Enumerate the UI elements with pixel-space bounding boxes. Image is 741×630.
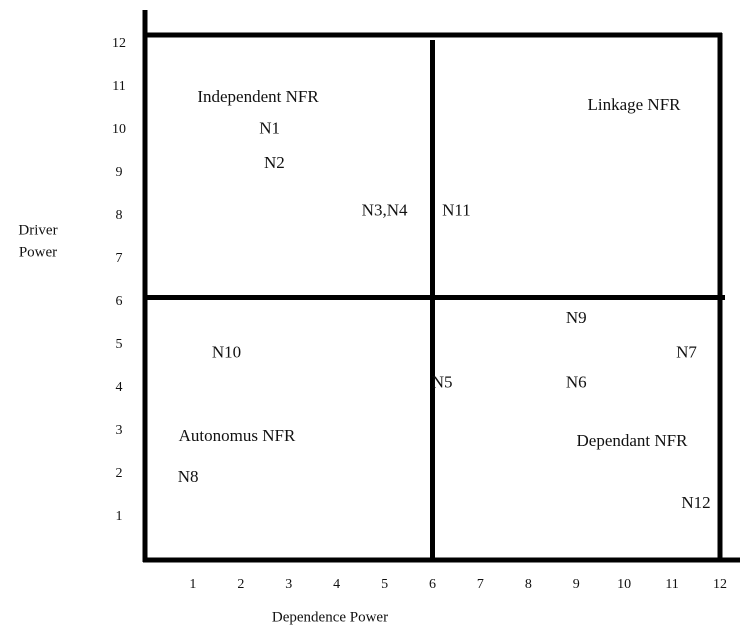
y-tick-label: 9 [116,165,123,180]
quadrant-label: Autonomus NFR [179,426,296,445]
point-label: N8 [178,467,199,486]
x-tick-label: 4 [333,577,340,592]
y-tick-label: 6 [116,294,123,309]
x-tick-label: 11 [665,577,678,592]
point-label: N9 [566,308,587,327]
point-label: N5 [432,372,453,391]
x-tick-label: 8 [525,577,532,592]
y-tick-label: 12 [112,36,126,51]
point-label: N6 [566,372,587,391]
y-tick-label: 10 [112,122,126,137]
y-tick-label: 7 [116,251,123,266]
y-axis-label: Driver [18,222,57,238]
y-tick-label: 5 [116,337,123,352]
y-tick-label: 1 [116,509,123,524]
x-tick-label: 12 [713,577,727,592]
point-label: N3,N4 [362,200,408,219]
x-tick-label: 3 [285,577,292,592]
point-label: N12 [681,493,710,512]
x-tick-label: 2 [237,577,244,592]
quadrant-label: Independent NFR [197,87,319,106]
point-label: N7 [676,342,697,361]
x-tick-label: 5 [381,577,388,592]
x-axis-label: Dependence Power [272,609,388,625]
x-tick-label: 7 [477,577,484,592]
y-tick-label: 4 [116,380,123,395]
quadrant-label: Dependant NFR [577,431,689,450]
y-tick-label: 8 [116,208,123,223]
y-tick-label: 2 [116,466,123,481]
y-tick-label: 11 [112,79,125,94]
point-label: N2 [264,153,285,172]
x-tick-label: 6 [429,577,436,592]
x-tick-label: 10 [617,577,631,592]
y-axis-label: Power [19,244,57,260]
point-label: N10 [212,342,241,361]
point-label: N1 [259,119,280,138]
x-tick-label: 9 [573,577,580,592]
x-tick-label: 1 [189,577,196,592]
quadrant-label: Linkage NFR [587,95,681,114]
y-tick-label: 3 [116,423,123,438]
point-label: N11 [442,200,471,219]
